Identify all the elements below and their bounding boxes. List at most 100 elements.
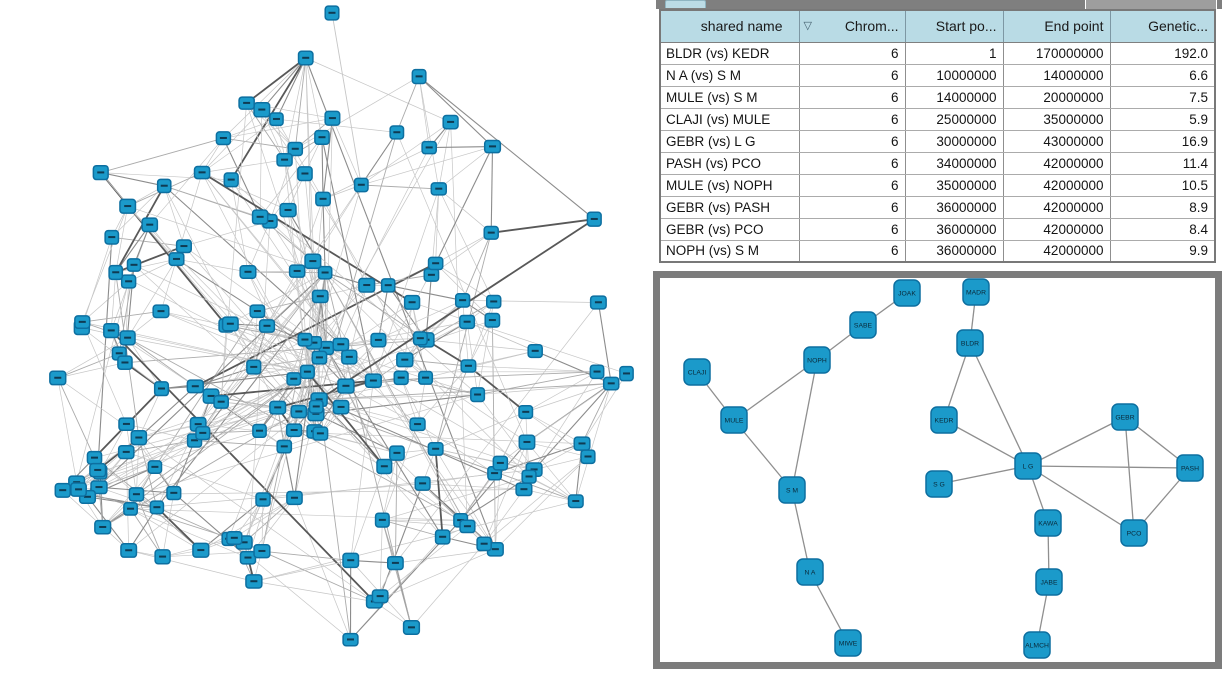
network-node[interactable]	[410, 418, 425, 430]
network-node[interactable]	[224, 173, 238, 187]
network-node[interactable]	[270, 401, 286, 413]
network-node[interactable]	[291, 406, 306, 418]
network-node[interactable]	[105, 231, 118, 244]
network-edge[interactable]	[332, 13, 361, 185]
network-node[interactable]	[590, 365, 603, 378]
cell-shared-name[interactable]: GEBR (vs) PCO	[660, 218, 799, 240]
network-node[interactable]	[460, 520, 475, 532]
network-node[interactable]	[50, 371, 66, 384]
network-edge[interactable]	[248, 221, 270, 272]
network-node[interactable]	[313, 427, 327, 440]
network-node[interactable]	[333, 401, 348, 414]
network-node[interactable]	[581, 450, 595, 463]
table-cell[interactable]: 6	[799, 108, 905, 130]
table-cell[interactable]: 170000000	[1003, 42, 1110, 64]
network-node[interactable]	[55, 484, 70, 498]
cell-shared-name[interactable]: PASH (vs) PCO	[660, 152, 799, 174]
network-node[interactable]	[390, 126, 403, 139]
network-node[interactable]	[388, 557, 403, 570]
network-node[interactable]	[405, 296, 420, 310]
network-node[interactable]	[118, 356, 132, 369]
table-cell[interactable]: 20000000	[1003, 86, 1110, 108]
network-node[interactable]	[493, 456, 507, 469]
network-node[interactable]	[382, 279, 395, 292]
network-edge[interactable]	[1028, 466, 1190, 468]
node-almch[interactable]: ALMCH	[1024, 632, 1050, 658]
network-edge[interactable]	[436, 147, 493, 264]
network-edge[interactable]	[436, 233, 492, 264]
network-node[interactable]	[129, 488, 143, 501]
network-node[interactable]	[223, 317, 238, 331]
network-edge[interactable]	[267, 271, 297, 326]
network-edge[interactable]	[388, 285, 462, 300]
network-node[interactable]	[127, 259, 140, 271]
table-cell[interactable]: 8.4	[1110, 218, 1215, 240]
network-edge[interactable]	[361, 132, 397, 185]
panel-tab[interactable]	[665, 0, 706, 8]
network-edge[interactable]	[419, 77, 594, 220]
table-cell[interactable]: 36000000	[905, 240, 1003, 262]
network-edge[interactable]	[202, 119, 276, 172]
network-node[interactable]	[443, 116, 458, 129]
table-cell[interactable]: 36000000	[905, 218, 1003, 240]
network-node[interactable]	[142, 218, 157, 231]
table-cell[interactable]: 6	[799, 152, 905, 174]
network-node[interactable]	[270, 113, 283, 125]
network-node[interactable]	[312, 351, 326, 363]
network-node[interactable]	[343, 634, 358, 646]
network-node[interactable]	[119, 418, 134, 430]
network-edge[interactable]	[467, 322, 478, 395]
table-cell[interactable]: 34000000	[905, 152, 1003, 174]
network-node[interactable]	[120, 331, 135, 345]
network-edge[interactable]	[277, 58, 306, 119]
node-kawa[interactable]: KAWA	[1035, 510, 1061, 536]
network-node[interactable]	[456, 294, 470, 307]
network-node[interactable]	[519, 435, 534, 449]
scrollbar-thumb[interactable]	[1085, 0, 1217, 9]
network-edge[interactable]	[412, 302, 626, 373]
network-node[interactable]	[333, 338, 348, 350]
table-cell[interactable]: 42000000	[1003, 240, 1110, 262]
network-node[interactable]	[305, 254, 321, 268]
network-node[interactable]	[104, 324, 119, 338]
network-edge[interactable]	[202, 160, 285, 173]
network-node[interactable]	[528, 345, 542, 358]
table-cell[interactable]: 35000000	[905, 174, 1003, 196]
network-node[interactable]	[587, 212, 601, 226]
network-edge[interactable]	[463, 300, 599, 302]
network-node[interactable]	[460, 315, 475, 328]
network-node[interactable]	[214, 396, 228, 408]
network-node[interactable]	[75, 316, 90, 328]
network-node[interactable]	[604, 377, 619, 389]
network-node[interactable]	[436, 530, 450, 544]
network-edge[interactable]	[244, 372, 307, 543]
network-node[interactable]	[240, 266, 256, 278]
network-node[interactable]	[169, 253, 184, 265]
network-edge[interactable]	[380, 520, 382, 596]
network-edge[interactable]	[116, 273, 308, 372]
network-edge[interactable]	[126, 452, 129, 550]
table-cell[interactable]: 42000000	[1003, 218, 1110, 240]
network-node[interactable]	[419, 372, 432, 385]
network-edge[interactable]	[419, 77, 492, 147]
network-node[interactable]	[158, 179, 171, 192]
table-cell[interactable]: 6	[799, 174, 905, 196]
network-node[interactable]	[366, 374, 382, 387]
network-node[interactable]	[325, 6, 339, 20]
network-node[interactable]	[287, 424, 302, 436]
network-edge[interactable]	[111, 273, 116, 331]
network-edge[interactable]	[247, 58, 306, 103]
network-node[interactable]	[227, 532, 242, 545]
network-node[interactable]	[122, 275, 136, 288]
network-node[interactable]	[569, 495, 584, 508]
network-node[interactable]	[424, 269, 438, 281]
network-edge[interactable]	[478, 372, 597, 395]
table-cell[interactable]: 9.9	[1110, 240, 1215, 262]
table-cell[interactable]: 35000000	[1003, 108, 1110, 130]
network-node[interactable]	[90, 464, 106, 477]
